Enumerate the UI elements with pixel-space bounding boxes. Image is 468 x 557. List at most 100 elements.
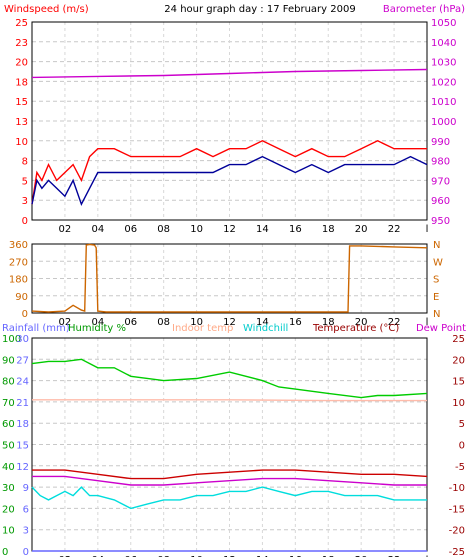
series-barometer-hpa- — [31, 68, 428, 79]
humidity-tick-label: 90 — [2, 355, 15, 366]
x-tick-label: 04 — [91, 317, 104, 328]
x-tick-label: 04 — [91, 224, 104, 235]
series-windchill — [31, 486, 427, 510]
temperature-tick-label: -20 — [449, 526, 465, 537]
windspeed-axis-title: Windspeed (m/s) — [4, 4, 89, 15]
x-tick-label: l — [426, 224, 429, 235]
series-indoor-temp — [32, 399, 427, 402]
panel-1: 02 04 06 08 10 12 14 16 18 20 22 l — [31, 21, 429, 235]
compass-tick-label: S — [433, 275, 439, 286]
series-wind-direction — [31, 243, 428, 313]
rainfall-tick-label: 12 — [16, 462, 29, 473]
x-tick-label: 22 — [388, 555, 401, 557]
rainfall-tick-label: 30 — [16, 334, 29, 345]
x-tick-label: 22 — [388, 224, 401, 235]
barometer-tick-label: 970 — [431, 176, 450, 187]
rainfall-tick-label: 6 — [23, 504, 29, 515]
barometer-tick-label: 960 — [431, 196, 450, 207]
series-dew-point — [32, 475, 427, 486]
humidity-tick-label: 0 — [2, 547, 8, 557]
dew-point-axis-title: Dew Point — [416, 323, 466, 334]
x-tick-label: 10 — [190, 224, 203, 235]
barometer-tick-label: 1010 — [431, 97, 456, 108]
temperature-tick-label: 5 — [459, 419, 465, 430]
compass-tick-label: E — [433, 292, 439, 303]
direction-tick-label: 270 — [9, 257, 28, 268]
chart-title: 24 hour graph day : 17 February 2009 — [164, 4, 355, 15]
barometer-tick-label: 1020 — [431, 77, 456, 88]
humidity-tick-label: 80 — [2, 377, 15, 388]
x-tick-label: 20 — [355, 224, 368, 235]
humidity-tick-label: 30 — [2, 483, 15, 494]
panel-3: 02 04 06 08 10 12 14 16 18 20 22 l — [31, 337, 428, 557]
humidity-axis-title: Humidity % — [68, 323, 126, 334]
direction-tick-label: 180 — [9, 275, 28, 286]
panel-frame — [31, 243, 428, 314]
x-tick-label: 20 — [355, 317, 368, 328]
x-tick-label: 18 — [322, 555, 335, 557]
windspeed-tick-label: 23 — [15, 38, 28, 49]
rainfall-tick-label: 21 — [16, 398, 29, 409]
temperature-tick-label: 10 — [452, 398, 465, 409]
direction-tick-label: 90 — [15, 292, 28, 303]
temperature-tick-label: 20 — [452, 355, 465, 366]
x-tick-label: 20 — [355, 555, 368, 557]
windspeed-tick-label: 15 — [15, 97, 28, 108]
humidity-tick-label: 10 — [2, 526, 15, 537]
x-tick-label: 08 — [157, 224, 170, 235]
temperature-tick-label: 15 — [452, 377, 465, 388]
x-tick-label: 10 — [190, 317, 203, 328]
windspeed-tick-label: 5 — [22, 176, 28, 187]
windspeed-tick-label: 0 — [22, 216, 28, 227]
temperature-tick-label: -15 — [449, 504, 465, 515]
barometer-tick-label: 1030 — [431, 58, 456, 69]
rainfall-tick-label: 27 — [16, 355, 29, 366]
humidity-tick-label: 100 — [2, 334, 21, 345]
x-tick-label: 12 — [223, 317, 236, 328]
barometer-axis-title: Barometer (hPa) — [383, 4, 465, 15]
humidity-tick-label: 20 — [2, 504, 15, 515]
rainfall-axis-title: Rainfall (mm) — [2, 323, 70, 334]
temperature-tick-label: -25 — [449, 547, 465, 557]
windspeed-tick-label: 8 — [22, 157, 28, 168]
x-tick-label: 12 — [223, 224, 236, 235]
rainfall-tick-label: 18 — [16, 419, 29, 430]
rainfall-tick-label: 24 — [16, 377, 29, 388]
temperature-tick-label: -10 — [449, 483, 465, 494]
windspeed-tick-label: 10 — [15, 137, 28, 148]
windspeed-tick-label: 25 — [15, 18, 28, 29]
humidity-tick-label: 40 — [2, 462, 15, 473]
compass-tick-label: N — [433, 240, 440, 251]
x-tick-label: 08 — [157, 317, 170, 328]
x-tick-label: 02 — [59, 555, 72, 557]
rainfall-tick-label: 3 — [23, 526, 29, 537]
rainfall-tick-label: 9 — [23, 483, 29, 494]
rainfall-tick-label: 15 — [16, 441, 29, 452]
panel-frame — [31, 21, 428, 221]
x-tick-label: 02 — [59, 317, 72, 328]
indoor-temp-label: Indoor temp — [172, 323, 233, 334]
windspeed-tick-label: 20 — [15, 58, 28, 69]
x-tick-label: 16 — [289, 224, 302, 235]
x-tick-label: 16 — [289, 317, 302, 328]
barometer-tick-label: 950 — [431, 216, 450, 227]
x-tick-label: 08 — [157, 555, 170, 557]
windchill-label: Windchill — [243, 323, 288, 334]
series-wind-average — [31, 155, 428, 206]
x-tick-label: 16 — [289, 555, 302, 557]
panel-2: 02 04 06 08 10 12 14 16 18 20 22 l — [31, 243, 428, 328]
humidity-tick-label: 70 — [2, 398, 15, 409]
series-humidity- — [31, 358, 428, 399]
humidity-tick-label: 60 — [2, 419, 15, 430]
windspeed-tick-label: 13 — [15, 117, 28, 128]
barometer-tick-label: 980 — [431, 157, 450, 168]
series-windspeed-m-s- — [31, 140, 427, 205]
series-temperature-c- — [32, 469, 428, 480]
x-tick-label: 06 — [124, 317, 137, 328]
barometer-tick-label: 1040 — [431, 38, 456, 49]
x-tick-label: 14 — [256, 224, 269, 235]
windspeed-tick-label: 18 — [15, 77, 28, 88]
barometer-tick-label: 990 — [431, 137, 450, 148]
